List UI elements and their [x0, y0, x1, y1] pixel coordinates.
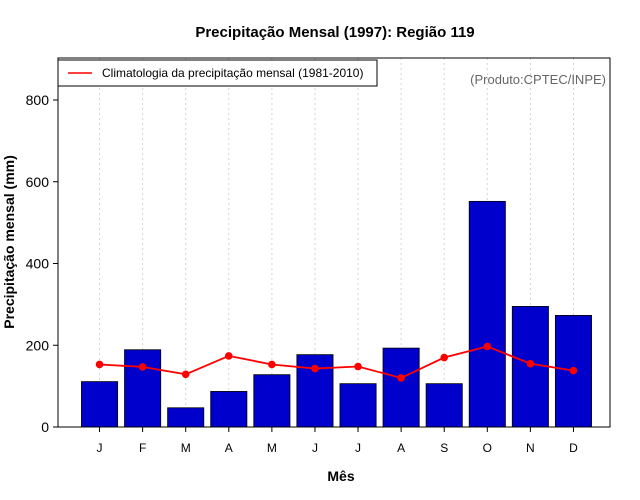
x-tick-label: J — [312, 441, 318, 455]
x-tick-label: F — [139, 441, 146, 455]
climatology-point — [569, 366, 578, 375]
y-tick-label: 200 — [26, 337, 50, 353]
plot-frame — [57, 57, 611, 428]
x-tick-label: M — [267, 441, 277, 455]
x-tick-label: N — [526, 441, 535, 455]
bar — [81, 381, 119, 428]
y-tick-label: 0 — [41, 419, 49, 435]
climatology-point — [268, 360, 276, 369]
x-tick-label: D — [569, 441, 578, 455]
legend: Climatologia da precipitação mensal (198… — [57, 59, 378, 87]
x-tick-label: S — [440, 441, 448, 455]
bars — [81, 200, 592, 428]
bar — [382, 347, 420, 428]
bar — [210, 391, 248, 428]
climatology-point — [397, 374, 405, 382]
x-axis-label: Mês — [327, 468, 354, 484]
chart-title: Precipitação Mensal (1997): Região 119 — [195, 24, 474, 41]
climatology-point — [138, 363, 147, 371]
y-tick-label: 800 — [26, 92, 50, 108]
climatology-point — [95, 360, 104, 369]
climatology-point — [526, 359, 535, 368]
bar — [425, 383, 463, 428]
climatology-point — [440, 353, 449, 362]
climatology-line — [99, 345, 574, 379]
x-tick-label: A — [225, 441, 233, 455]
y-tick-label: 400 — [26, 256, 50, 272]
bar — [124, 349, 162, 428]
climatology-point — [354, 362, 362, 371]
bar — [253, 374, 291, 428]
y-tick-label: 600 — [26, 174, 50, 190]
bar — [468, 200, 506, 428]
climatology-line-group — [95, 342, 578, 382]
x-tick-label: A — [397, 441, 405, 455]
bar — [167, 407, 205, 428]
y-axis-label: Precipitação mensal (mm) — [1, 155, 17, 329]
legend-box — [57, 59, 378, 87]
climatology-point — [483, 342, 492, 351]
x-tick-label: J — [97, 441, 103, 455]
climatology-point — [311, 364, 319, 373]
bar — [339, 383, 377, 428]
x-tick-label: J — [355, 441, 361, 455]
climatology-point — [224, 352, 233, 360]
legend-label: Climatologia da precipitação mensal (198… — [102, 66, 363, 80]
x-tick-label: M — [181, 441, 191, 455]
x-tick-label: O — [483, 441, 492, 455]
credit-text: (Produto:CPTEC/INPE) — [470, 72, 606, 87]
climatology-point — [181, 370, 190, 379]
grid — [99, 58, 574, 427]
y-axis: 0 200 400 600 800 — [26, 92, 58, 435]
